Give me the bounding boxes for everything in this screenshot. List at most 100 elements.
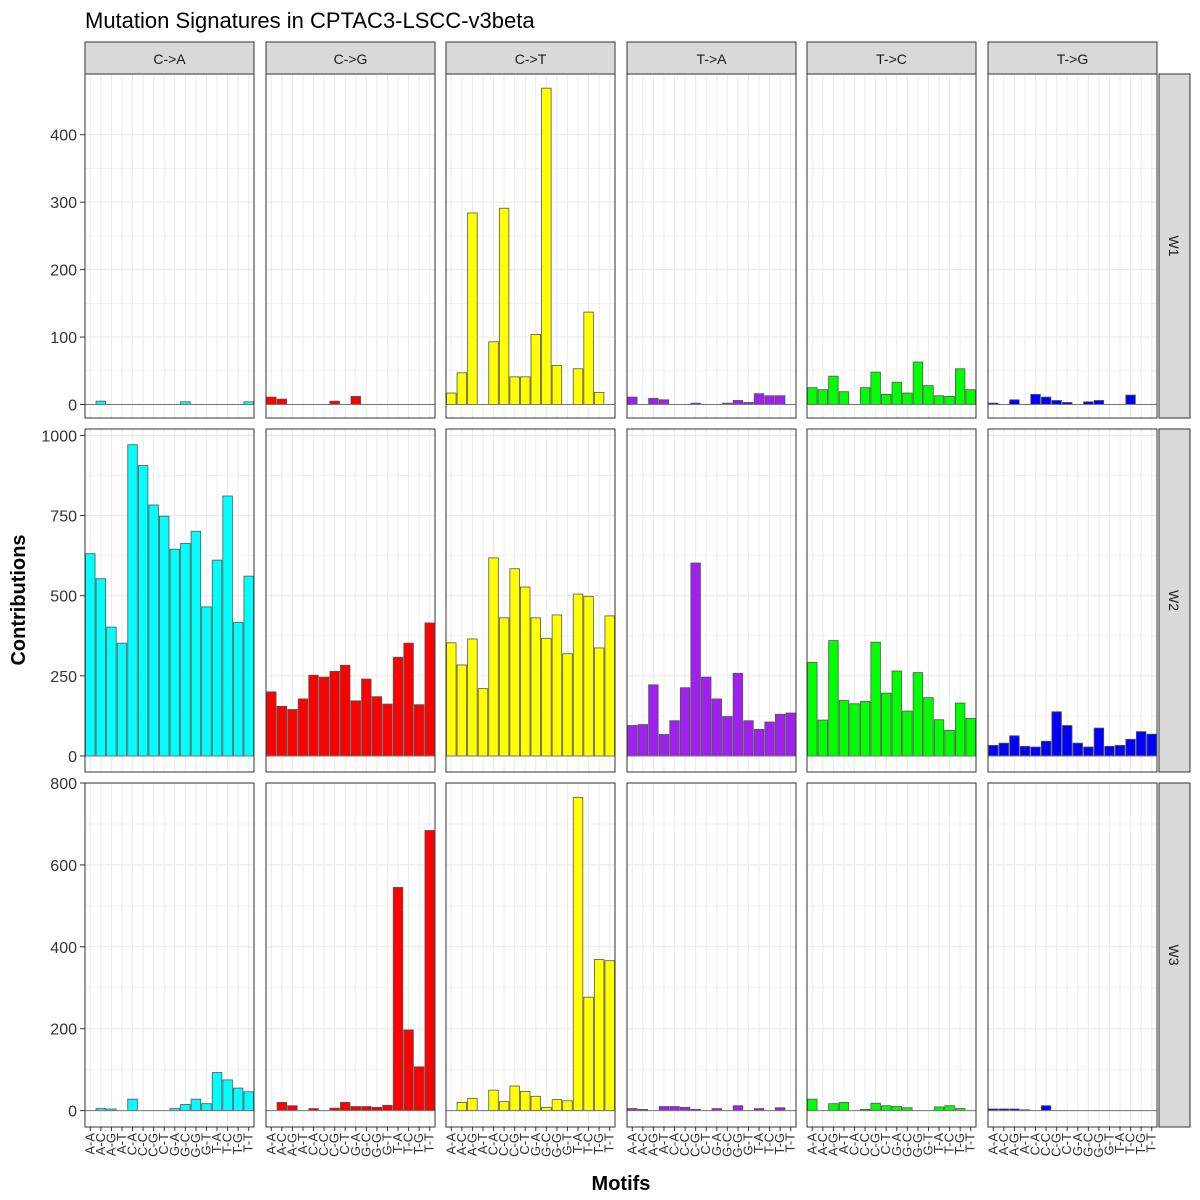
x-tick-label: G-A: [528, 1133, 543, 1156]
bar: [732, 400, 744, 405]
x-tick-label: C-G: [868, 1133, 883, 1157]
x-tick-label: A-G: [645, 1133, 660, 1156]
x-tick-label: C-T: [156, 1133, 171, 1155]
bar: [318, 676, 330, 757]
bar: [340, 664, 351, 757]
bar: [998, 742, 1010, 757]
x-tick-label: A-C: [635, 1133, 650, 1155]
x-tick-label: G-A: [889, 1133, 904, 1156]
y-tick-label: 200: [50, 1022, 77, 1039]
bar: [722, 716, 733, 757]
x-tick-label: A-C: [996, 1133, 1011, 1155]
x-tick-label: C-C: [1038, 1133, 1053, 1156]
row-strip-label: W3: [1166, 945, 1182, 966]
bar: [446, 392, 457, 405]
bar: [1083, 746, 1094, 757]
x-tick-label: C-A: [486, 1133, 501, 1156]
bar: [498, 207, 510, 405]
x-tick-label: T-C: [220, 1133, 235, 1154]
facet-panels: C->A C->G C->T T->A T->C T->G W1 0 100 200 300 400 W…: [41, 41, 1191, 1158]
x-axis-title: Motifs: [592, 1173, 651, 1195]
bar: [403, 642, 414, 757]
panel-border: [84, 782, 255, 1128]
facet-strip-0: [84, 41, 255, 75]
x-tick-label: C-G: [1049, 1133, 1064, 1157]
bar: [243, 575, 254, 757]
panel-background: [988, 74, 1157, 418]
x-tick-label: G-G: [188, 1133, 203, 1158]
bar: [190, 530, 202, 757]
bar: [753, 393, 765, 405]
panel-W3-0: [84, 782, 255, 1128]
x-tick-label: T-C: [762, 1133, 777, 1154]
bar: [180, 543, 191, 757]
x-tick-label: C-T: [1059, 1133, 1074, 1155]
x-tick-label: G-C: [177, 1133, 192, 1157]
facet-strip-label: T->C: [876, 51, 907, 67]
bar: [944, 396, 955, 405]
x-tick-label: T-G: [230, 1133, 245, 1155]
bar: [658, 734, 670, 757]
bar: [604, 960, 615, 1112]
x-tick-label: G-G: [549, 1133, 564, 1158]
panel-border: [265, 73, 436, 419]
facet-strip-label: C->G: [334, 51, 368, 67]
bar: [1072, 742, 1083, 757]
bar: [1093, 727, 1105, 757]
panel-background: [627, 74, 796, 418]
bar: [403, 1029, 414, 1112]
bar: [530, 617, 541, 757]
bar: [467, 1097, 478, 1112]
y-tick-label: 300: [50, 195, 77, 212]
x-tick-label: A-C: [93, 1133, 108, 1155]
x-tick-label: C-C: [677, 1133, 692, 1156]
bar: [211, 1072, 223, 1112]
bar: [211, 559, 223, 757]
x-tick-label: C-G: [327, 1133, 342, 1157]
x-tick-label: A-T: [656, 1133, 671, 1154]
bar: [923, 385, 934, 405]
bar: [648, 684, 659, 757]
bar: [392, 887, 404, 1112]
x-tick-label: G-C: [538, 1133, 553, 1157]
bar: [232, 1087, 244, 1112]
x-tick-label: T-A: [1112, 1133, 1127, 1154]
bar: [859, 387, 871, 405]
bar: [1125, 394, 1136, 405]
bar: [1009, 399, 1020, 405]
bar: [690, 562, 701, 757]
x-tick-label: C-A: [125, 1133, 140, 1156]
x-tick-label: T-G: [411, 1133, 426, 1155]
x-tick-label: A-T: [836, 1133, 851, 1154]
x-tick-label: T-A: [570, 1133, 585, 1154]
panel-background: [85, 783, 254, 1127]
x-tick-label: T-T: [602, 1133, 617, 1153]
bar: [424, 830, 435, 1112]
bar: [159, 515, 170, 757]
panel-W1-0: [84, 73, 255, 419]
panel-W3-4: [806, 782, 977, 1128]
bar: [944, 729, 955, 757]
bar: [838, 700, 850, 757]
bar: [137, 465, 149, 757]
bar: [266, 691, 277, 757]
x-tick-label: C-T: [337, 1133, 352, 1155]
bar: [456, 1102, 468, 1112]
x-tick-label: T-T: [241, 1133, 256, 1153]
x-tick-label: A-T: [295, 1133, 310, 1154]
bar: [477, 688, 489, 757]
x-tick-label: T-T: [422, 1133, 437, 1153]
x-tick-label: C-C: [496, 1133, 511, 1156]
panel-W3-2: [445, 782, 616, 1128]
bar: [701, 676, 712, 757]
x-tick-label: A-T: [475, 1133, 490, 1154]
bar: [413, 1066, 425, 1112]
bar: [297, 698, 309, 757]
facet-strip-2: [445, 41, 616, 75]
bar: [764, 721, 775, 757]
x-tick-label: C-T: [878, 1133, 893, 1155]
x-tick-label: A-A: [804, 1133, 819, 1155]
bar: [530, 333, 541, 405]
y-tick-label: 600: [50, 858, 77, 875]
panel-W2-0: [84, 428, 255, 773]
